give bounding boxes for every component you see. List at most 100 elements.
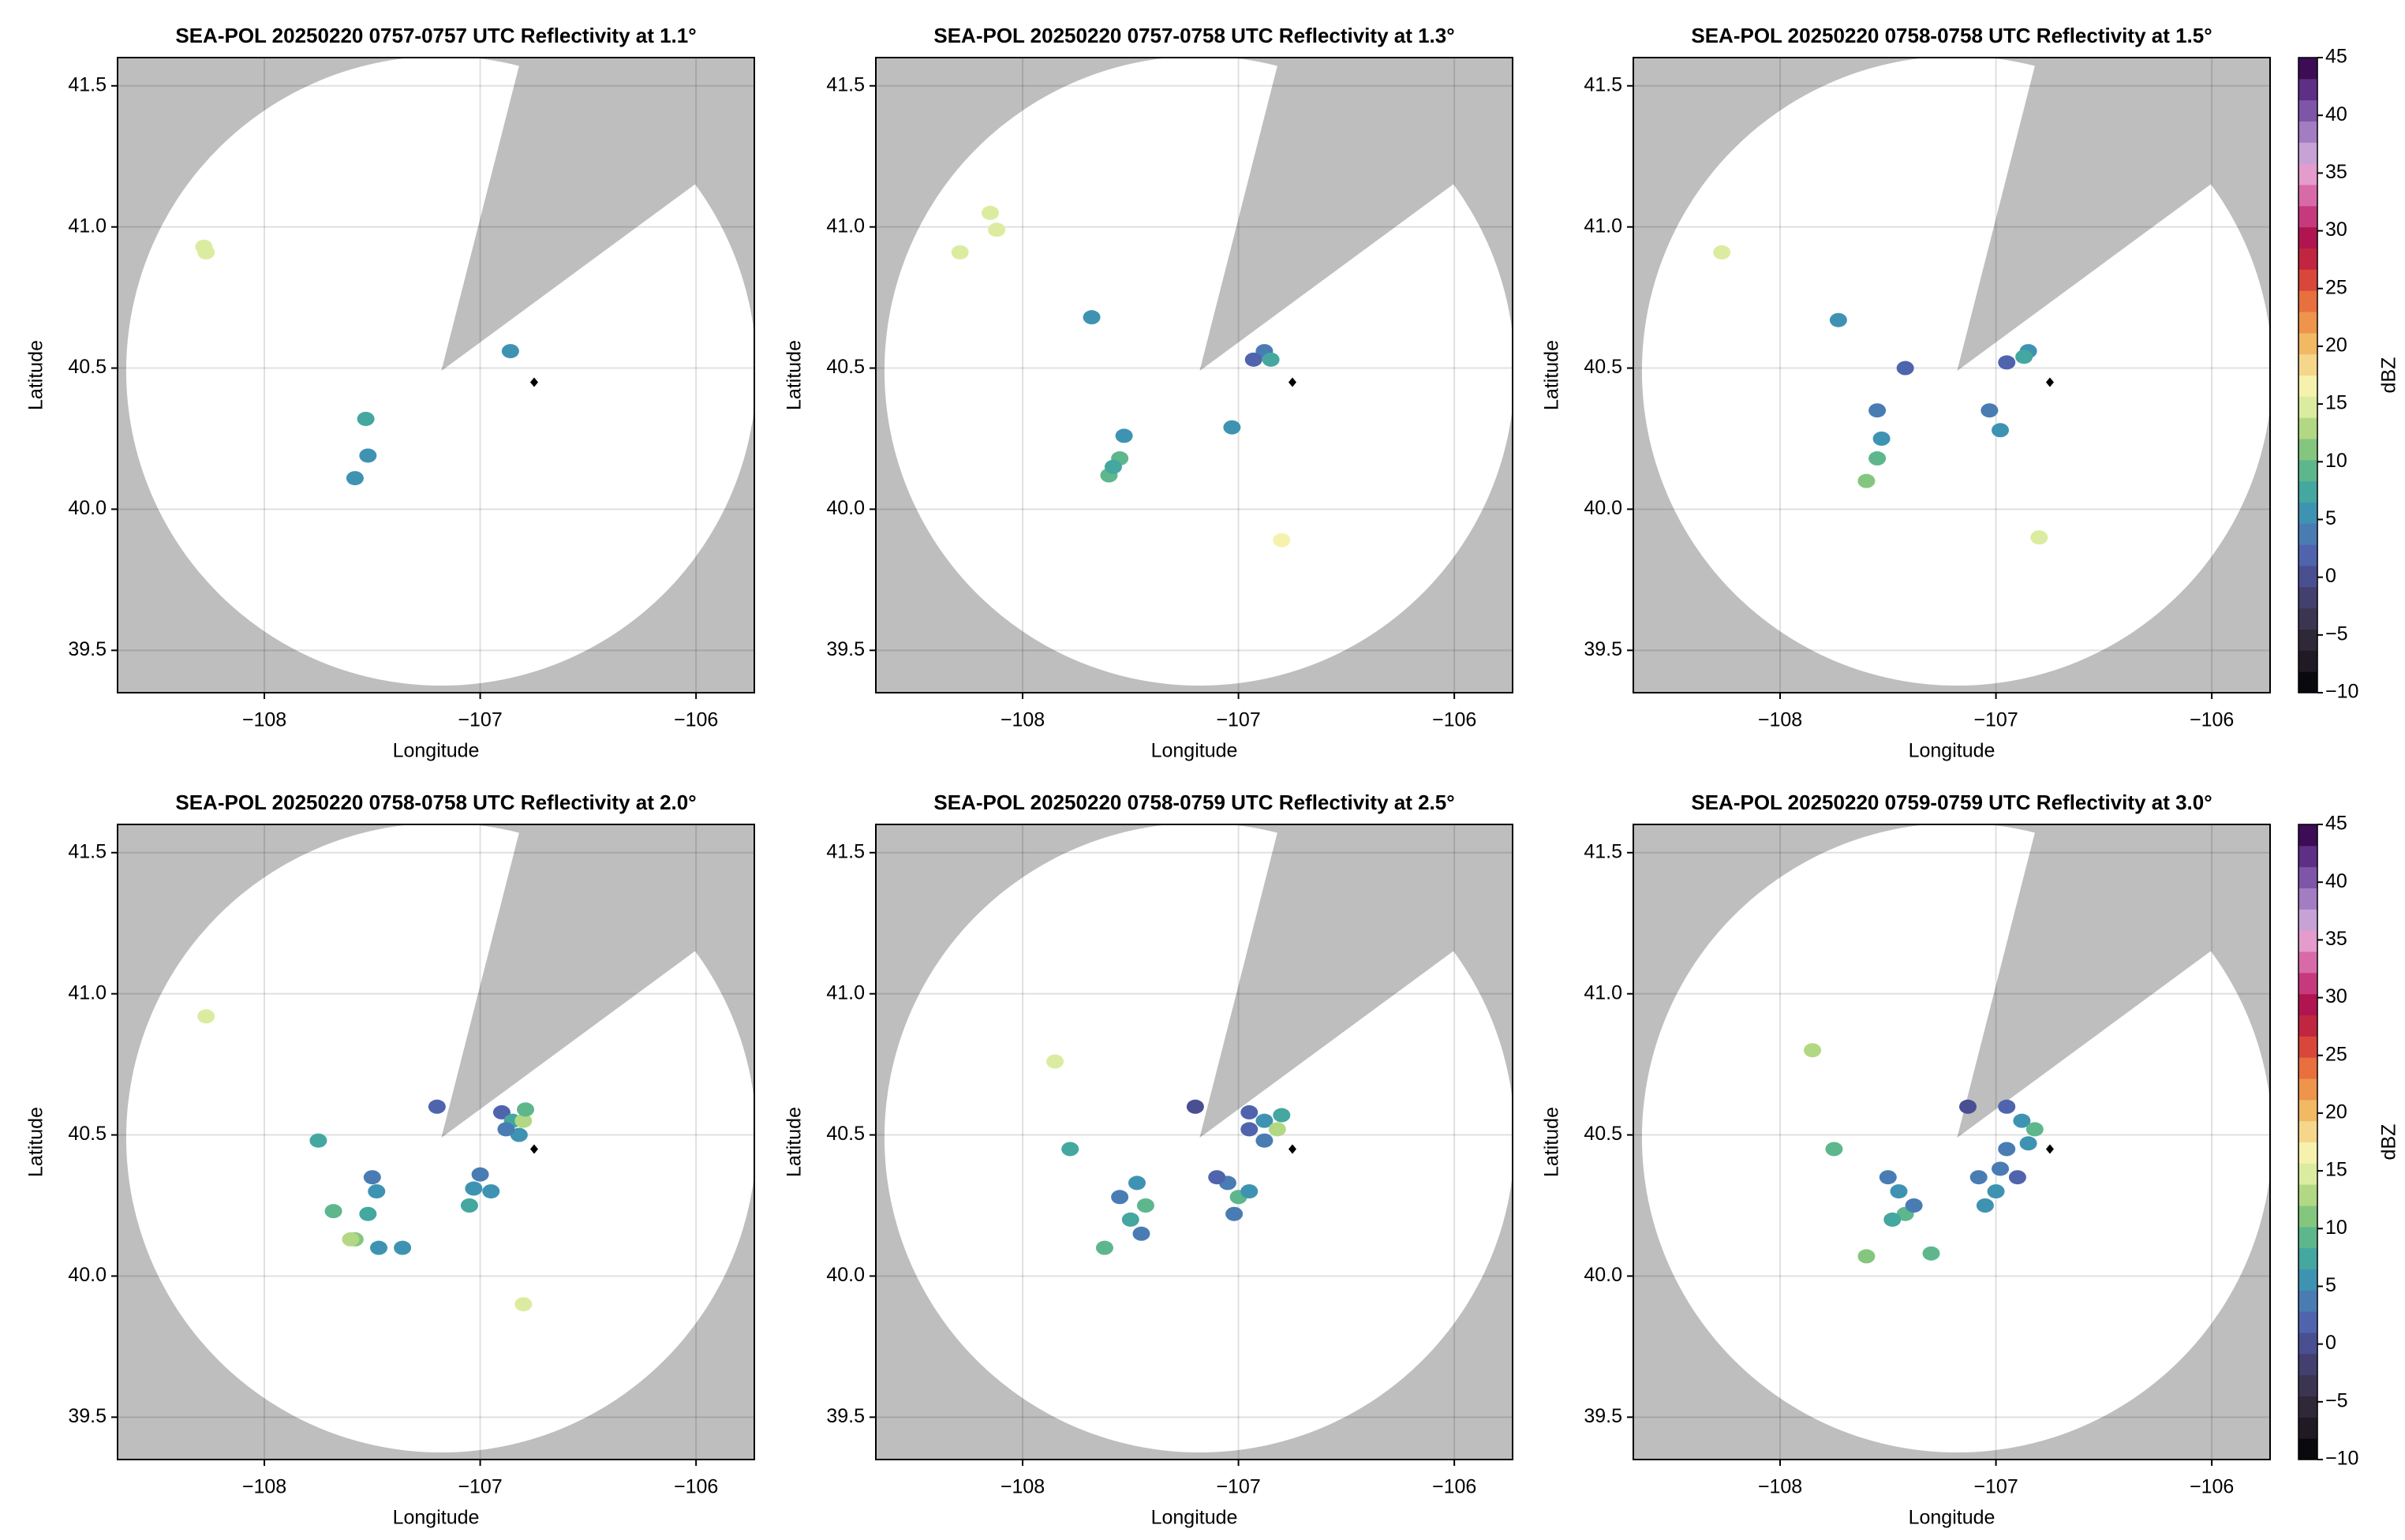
panel: −108 −107 −106 39.5 40.0 40.5 41.0 41.5 SEA-POL … [1541, 24, 2400, 762]
colorbar-bin [2298, 439, 2317, 461]
echo [1992, 423, 2010, 438]
x-tick-label: −108 [1758, 1476, 1802, 1498]
colorbar-bin [2298, 544, 2317, 566]
y-tick-label: 39.5 [1584, 638, 1622, 660]
echo [1804, 1043, 1822, 1058]
echo [1255, 1133, 1274, 1148]
colorbar-tick-label: 0 [2325, 1332, 2336, 1354]
colorbar-frame [2298, 57, 2318, 693]
plot-area [876, 824, 1513, 1460]
colorbar-bin [2298, 1353, 2317, 1376]
y-tick-label: 40.5 [1584, 356, 1622, 378]
echo [1046, 1054, 1064, 1069]
colorbar-bin [2298, 1057, 2317, 1079]
colorbar-bin [2298, 99, 2317, 121]
y-tick-label: 40.5 [1584, 1123, 1622, 1145]
echo [1857, 1249, 1876, 1264]
y-tick-label: 39.5 [68, 638, 107, 660]
y-tick-label: 41.0 [68, 215, 107, 237]
x-tick-label: −107 [1973, 709, 2018, 731]
colorbar-tick-label: 20 [2325, 335, 2347, 357]
y-tick-label: 41.0 [1584, 215, 1622, 237]
echo [1998, 1142, 2016, 1157]
echo [1240, 1184, 1259, 1199]
echo [460, 1198, 478, 1213]
echo [1998, 1099, 2016, 1114]
echo [1905, 1198, 1923, 1213]
x-axis-label: Longitude [393, 740, 480, 762]
colorbar-tick-label: 45 [2325, 46, 2347, 68]
echo [1115, 428, 1133, 443]
y-tick-label: 39.5 [68, 1405, 107, 1427]
y-tick-label: 40.0 [1584, 1264, 1622, 1286]
plot-area [1633, 824, 2270, 1460]
echo [1857, 473, 1876, 488]
echo [514, 1113, 533, 1128]
radar-site [529, 1144, 538, 1154]
colorbar-bin [2298, 1226, 2317, 1249]
x-tick-label: −106 [1432, 709, 1476, 731]
echo [1268, 1122, 1286, 1137]
echo [1879, 1170, 1897, 1185]
colorbar-bin [2298, 78, 2317, 101]
colorbar-bin [2298, 650, 2317, 672]
colorbar-bin [2298, 566, 2317, 588]
echo [492, 1105, 511, 1119]
echo [1998, 355, 2016, 370]
colorbar-bin [2298, 1290, 2317, 1312]
colorbar-tick-label: 15 [2325, 392, 2347, 414]
colorbar-bin [2298, 248, 2317, 270]
echo [1095, 1240, 1113, 1255]
echo [1121, 1212, 1139, 1227]
colorbar-bin [2298, 866, 2317, 888]
colorbar-bin [2298, 1163, 2317, 1185]
y-tick-label: 40.0 [68, 497, 107, 519]
echo [428, 1099, 446, 1114]
panel: −108 −107 −106 39.5 40.0 40.5 41.0 41.5 SEA-POL … [784, 24, 1513, 762]
colorbar-bin [2298, 1142, 2317, 1164]
echo [346, 471, 364, 486]
colorbar-bin [2298, 459, 2317, 482]
y-tick-label: 41.0 [1584, 981, 1622, 1004]
colorbar-bin [2298, 1205, 2317, 1228]
colorbar-bin [2298, 629, 2317, 651]
colorbar-tick-label: 25 [2325, 1043, 2347, 1065]
colorbar-tick-label: 5 [2325, 507, 2336, 529]
echo [1868, 451, 1887, 466]
colorbar-tick-label: 45 [2325, 813, 2347, 835]
colorbar-bin [2298, 121, 2317, 143]
colorbar-bin [2298, 909, 2317, 931]
x-tick-label: −106 [1432, 1476, 1476, 1498]
echo [1244, 352, 1262, 367]
colorbar-tick-label: 10 [2325, 1217, 2347, 1239]
colorbar-bin [2298, 1015, 2317, 1037]
echo [1240, 1122, 1259, 1137]
colorbar-bin [2298, 1269, 2317, 1291]
chart-title: SEA-POL 20250220 0757-0757 UTC Reflectiv… [175, 24, 696, 47]
axes-frame [1633, 824, 2271, 1460]
colorbar-bin [2298, 888, 2317, 910]
plot-area [876, 58, 1513, 693]
colorbar-bin [2298, 930, 2317, 952]
y-axis-label: Latitude [25, 340, 47, 410]
axes-frame [1633, 57, 2271, 693]
panel: −108 −107 −106 39.5 40.0 40.5 41.0 41.5 SEA-POL … [784, 791, 1513, 1529]
colorbar-bin [2298, 951, 2317, 974]
colorbar-bin [2298, 332, 2317, 355]
echo [1959, 1099, 1977, 1114]
colorbar-bin [2298, 205, 2317, 228]
x-tick-label: −107 [458, 709, 502, 731]
colorbar-bin [2298, 290, 2317, 312]
y-axis-label: Latitude [784, 1107, 806, 1177]
x-tick-label: −106 [674, 1476, 718, 1498]
colorbar-bin [2298, 824, 2317, 847]
x-axis-label: Longitude [1151, 740, 1238, 762]
colorbar-tick-label: 25 [2325, 276, 2347, 298]
echo [324, 1204, 342, 1219]
chart-title: SEA-POL 20250220 0758-0759 UTC Reflectiv… [933, 791, 1454, 814]
y-axis-label: Latitude [1541, 1107, 1563, 1177]
y-tick-label: 40.5 [826, 1123, 865, 1145]
x-axis-label: Longitude [1909, 1507, 1995, 1529]
colorbar-bin [2298, 1417, 2317, 1439]
